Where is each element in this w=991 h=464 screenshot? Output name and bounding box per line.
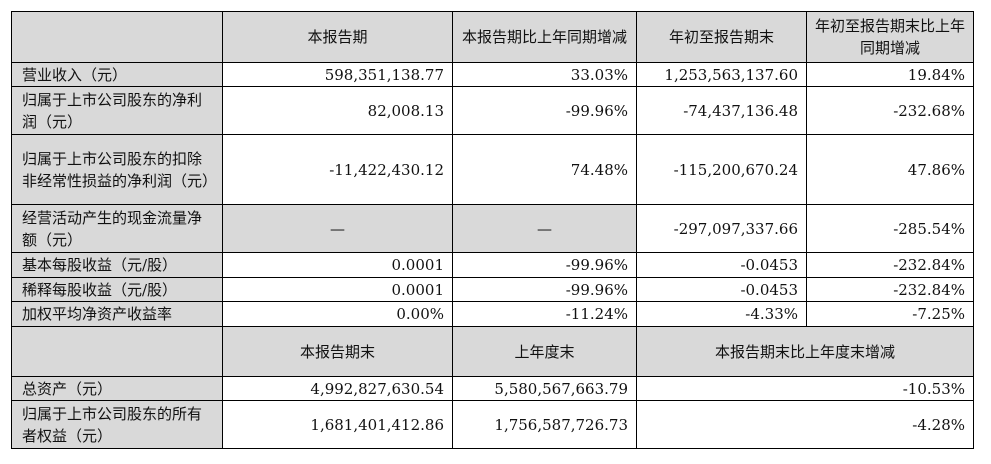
header-cell: 本报告期末比上年度末增减 bbox=[636, 326, 974, 377]
cell: -74,437,136.48 bbox=[636, 86, 807, 135]
cell: -232.68% bbox=[806, 86, 974, 135]
cell: -99.96% bbox=[452, 252, 637, 278]
header-cell: 本报告期末 bbox=[222, 326, 453, 377]
cell: 4,992,827,630.54 bbox=[222, 376, 453, 401]
header-cell: 本报告期 bbox=[222, 11, 453, 63]
cell: -232.84% bbox=[806, 252, 974, 278]
header-cell: 上年度末 bbox=[452, 326, 637, 377]
header-cell: 本报告期比上年同期增减 bbox=[452, 11, 637, 63]
cell: 47.86% bbox=[806, 134, 974, 205]
row-label: 加权平均净资产收益率 bbox=[11, 301, 223, 327]
cell: 5,580,567,663.79 bbox=[452, 376, 637, 401]
cell: 598,351,138.77 bbox=[222, 62, 453, 87]
cell: -11.24% bbox=[452, 301, 637, 327]
row-label: 归属于上市公司股东的扣除非经常性损益的净利润（元） bbox=[11, 134, 223, 205]
cell: 0.00% bbox=[222, 301, 453, 327]
cell: -99.96% bbox=[452, 86, 637, 135]
cell: 1,756,587,726.73 bbox=[452, 400, 637, 449]
row-label: 总资产（元） bbox=[11, 376, 223, 401]
header-row: 本报告期末 上年度末 本报告期末比上年度末增减 bbox=[11, 326, 974, 377]
row-label: 归属于上市公司股东的所有者权益（元） bbox=[11, 400, 223, 449]
table-row: 经营活动产生的现金流量净额（元） — — -297,097,337.66 -28… bbox=[11, 204, 974, 253]
cell: -232.84% bbox=[806, 277, 974, 302]
cell: -285.54% bbox=[806, 204, 974, 253]
header-cell: 年初至报告期末比上年同期增减 bbox=[806, 11, 974, 63]
cell: -99.96% bbox=[452, 277, 637, 302]
cell: -0.0453 bbox=[636, 252, 807, 278]
row-label: 稀释每股收益（元/股） bbox=[11, 277, 223, 302]
table-row: 总资产（元） 4,992,827,630.54 5,580,567,663.79… bbox=[11, 376, 974, 401]
row-label: 营业收入（元） bbox=[11, 62, 223, 87]
table-row: 归属于上市公司股东的所有者权益（元） 1,681,401,412.86 1,75… bbox=[11, 400, 974, 449]
header-row: 本报告期 本报告期比上年同期增减 年初至报告期末 年初至报告期末比上年同期增减 bbox=[11, 11, 974, 63]
cell: 0.0001 bbox=[222, 277, 453, 302]
cell: — bbox=[452, 204, 637, 253]
cell: -297,097,337.66 bbox=[636, 204, 807, 253]
cell: -10.53% bbox=[636, 376, 974, 401]
row-label: 经营活动产生的现金流量净额（元） bbox=[11, 204, 223, 253]
cell: -4.33% bbox=[636, 301, 807, 327]
cell: 0.0001 bbox=[222, 252, 453, 278]
header-cell: 年初至报告期末 bbox=[636, 11, 807, 63]
cell: -11,422,430.12 bbox=[222, 134, 453, 205]
table-row: 加权平均净资产收益率 0.00% -11.24% -4.33% -7.25% bbox=[11, 301, 974, 327]
cell: 1,253,563,137.60 bbox=[636, 62, 807, 87]
table-row: 归属于上市公司股东的净利润（元） 82,008.13 -99.96% -74,4… bbox=[11, 86, 974, 135]
row-label: 基本每股收益（元/股） bbox=[11, 252, 223, 278]
header-cell-empty bbox=[11, 11, 223, 63]
row-label: 归属于上市公司股东的净利润（元） bbox=[11, 86, 223, 135]
table-row: 稀释每股收益（元/股） 0.0001 -99.96% -0.0453 -232.… bbox=[11, 277, 974, 302]
financial-summary-table: 本报告期 本报告期比上年同期增减 年初至报告期末 年初至报告期末比上年同期增减 … bbox=[11, 11, 974, 449]
cell: 74.48% bbox=[452, 134, 637, 205]
table-row: 归属于上市公司股东的扣除非经常性损益的净利润（元） -11,422,430.12… bbox=[11, 134, 974, 205]
cell: — bbox=[222, 204, 453, 253]
cell: -4.28% bbox=[636, 400, 974, 449]
cell: -115,200,670.24 bbox=[636, 134, 807, 205]
cell: 82,008.13 bbox=[222, 86, 453, 135]
header-cell-empty bbox=[11, 326, 223, 377]
cell: -0.0453 bbox=[636, 277, 807, 302]
cell: 1,681,401,412.86 bbox=[222, 400, 453, 449]
cell: -7.25% bbox=[806, 301, 974, 327]
cell: 33.03% bbox=[452, 62, 637, 87]
cell: 19.84% bbox=[806, 62, 974, 87]
table-row: 基本每股收益（元/股） 0.0001 -99.96% -0.0453 -232.… bbox=[11, 252, 974, 278]
table-row: 营业收入（元） 598,351,138.77 33.03% 1,253,563,… bbox=[11, 62, 974, 87]
